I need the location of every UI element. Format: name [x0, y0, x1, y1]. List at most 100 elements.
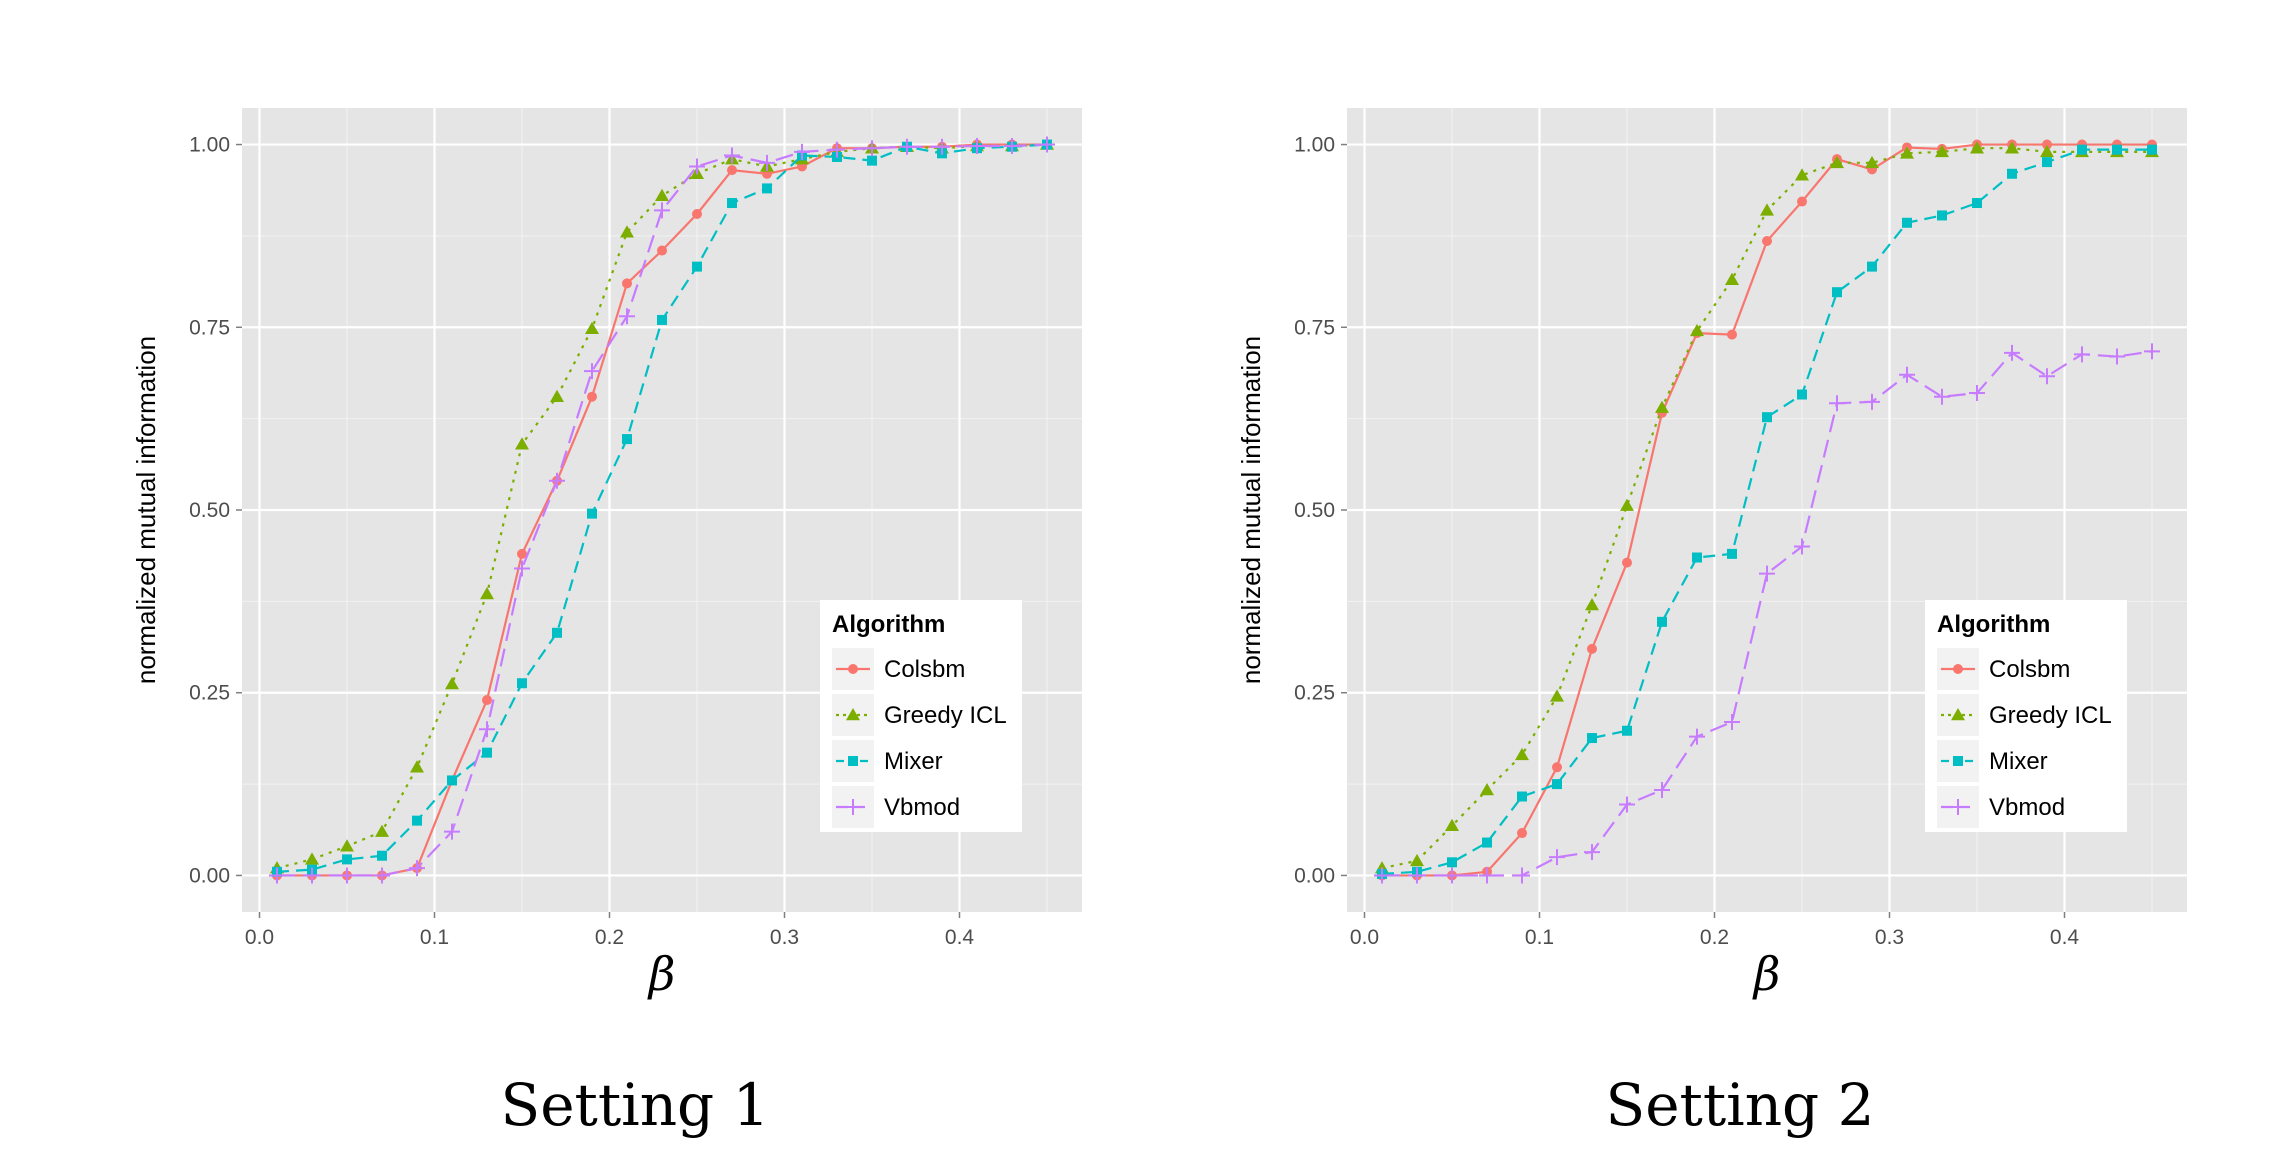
legend-key-marker [1950, 799, 1966, 815]
data-point [1725, 272, 1739, 286]
data-point [759, 154, 775, 171]
chart-setting-1: 0.0 0.1 0.2 0.3 0.4 0.00 0.25 0.50 0.75 1.00 norma… [131, 108, 1082, 1139]
data-point [1692, 552, 1702, 563]
data-point [342, 854, 352, 865]
legend-key-marker [1953, 756, 1963, 766]
data-point [622, 434, 632, 445]
data-point [2074, 346, 2090, 363]
legend-item: Greedy ICL [832, 694, 1007, 736]
data-point [1794, 538, 1810, 555]
legend-key-marker [1953, 664, 1963, 674]
data-point [1622, 725, 1632, 736]
data-point [375, 824, 389, 837]
data-point [1972, 198, 1982, 209]
data-point [1864, 393, 1880, 410]
x-tick-label: 0.1 [1525, 926, 1554, 949]
data-point [587, 508, 597, 519]
data-point [2004, 344, 2020, 361]
y-tick-label: 0.75 [1294, 316, 1335, 339]
data-point [2109, 348, 2125, 365]
data-point [1004, 138, 1020, 155]
legend-key-marker [845, 799, 861, 815]
x-tick-label: 0.0 [1350, 926, 1379, 949]
data-point [692, 261, 702, 272]
legend-item: Colsbm [832, 648, 965, 690]
data-point [514, 560, 530, 577]
legend-key-marker [848, 664, 858, 674]
data-point [2007, 168, 2017, 179]
data-point [1970, 141, 1984, 154]
data-point [654, 202, 670, 219]
data-point [1797, 196, 1807, 207]
legend-key-marker [846, 708, 860, 721]
data-point [1482, 837, 1492, 848]
legend-label: Mixer [884, 748, 943, 775]
data-point [1552, 762, 1562, 773]
legend-item: Colsbm [1937, 648, 2070, 690]
x-tick-label: 0.2 [595, 926, 624, 949]
data-point [1899, 366, 1915, 383]
data-point [1552, 779, 1562, 790]
data-point [447, 775, 457, 786]
legend-item: Mixer [832, 740, 943, 782]
data-point [619, 308, 635, 325]
data-point [480, 587, 494, 600]
data-point [585, 321, 599, 334]
data-point [867, 155, 877, 166]
y-tick-label: 1.00 [189, 134, 230, 157]
data-point [1937, 210, 1947, 221]
y-axis-title: normalized mutual information [131, 336, 161, 684]
data-point [1654, 781, 1670, 798]
data-point [2042, 157, 2052, 168]
data-point [517, 548, 527, 559]
y-tick-label: 0.50 [1294, 499, 1335, 522]
data-point [724, 147, 740, 164]
data-point [482, 695, 492, 706]
data-point [899, 138, 915, 155]
legend-label: Vbmod [884, 794, 960, 821]
data-point [377, 850, 387, 861]
data-point [1657, 616, 1667, 627]
x-axis-title: β [647, 947, 676, 1001]
data-point [1832, 287, 1842, 298]
data-point [2147, 144, 2157, 155]
y-tick-label: 0.25 [189, 682, 230, 705]
data-point [1795, 168, 1809, 181]
chart-setting-2: 0.0 0.1 0.2 0.3 0.4 0.00 0.25 0.50 0.75 1.00 norma… [1236, 108, 2187, 1139]
data-point [1867, 261, 1877, 272]
data-point [304, 867, 320, 884]
data-point [340, 839, 354, 852]
data-point [1039, 136, 1055, 153]
data-point [794, 143, 810, 160]
data-point [727, 165, 737, 176]
data-point [655, 188, 669, 201]
x-tick-label: 0.3 [770, 926, 799, 949]
chart-caption: Setting 2 [1605, 1071, 1874, 1139]
data-point [2077, 144, 2087, 155]
y-tick-label: 0.25 [1294, 682, 1335, 705]
legend-label: Colsbm [884, 656, 965, 683]
data-point [864, 140, 880, 157]
data-point [762, 183, 772, 194]
x-tick-label: 0.2 [1700, 926, 1729, 949]
data-point [1517, 828, 1527, 839]
data-point [1585, 598, 1599, 611]
legend-key-marker [848, 756, 858, 766]
data-point [692, 208, 702, 219]
data-point [1514, 867, 1530, 884]
data-point [1727, 329, 1737, 340]
x-tick-label: 0.0 [245, 926, 274, 949]
data-point [1620, 498, 1634, 511]
data-point [1865, 155, 1879, 169]
data-point [2112, 144, 2122, 155]
data-point [1409, 867, 1425, 884]
data-point [479, 721, 495, 738]
data-point [969, 138, 985, 155]
data-point [2144, 343, 2160, 360]
legend-item: Vbmod [832, 786, 960, 828]
legend-key-marker [1951, 708, 1965, 721]
data-point [517, 678, 527, 689]
data-point [339, 867, 355, 884]
data-point [1727, 548, 1737, 559]
data-point [1690, 323, 1704, 337]
